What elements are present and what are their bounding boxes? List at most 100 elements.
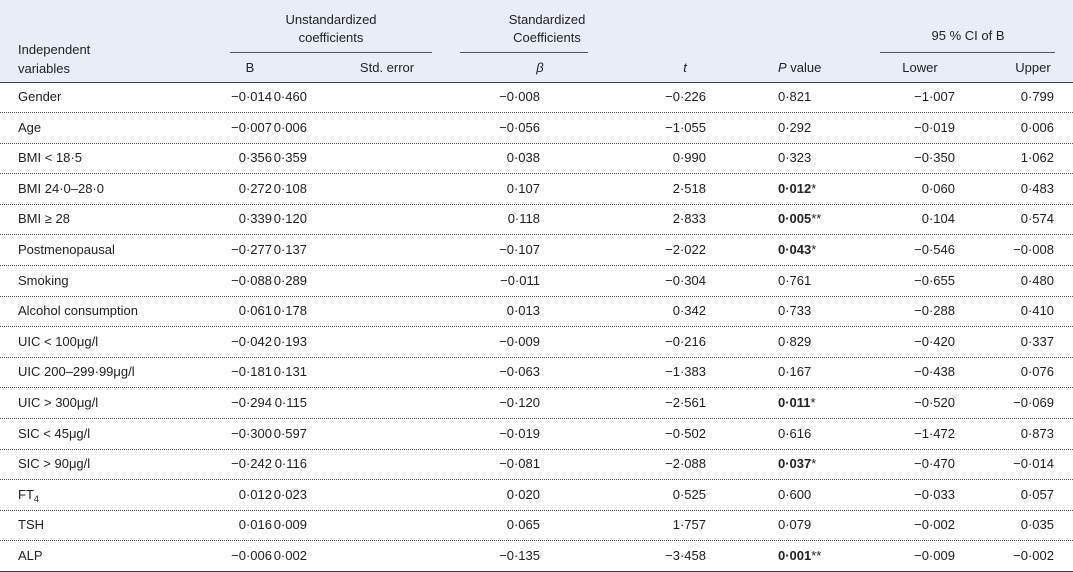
p-value: 0·761: [778, 272, 812, 288]
value-cell: 0·356: [238, 150, 272, 166]
header-rule: [460, 52, 588, 53]
variable-name: BMI < 18·5: [18, 150, 82, 166]
variable-name: TSH: [18, 517, 44, 533]
header-cell: 95 % CI of B: [931, 28, 1005, 43]
value-cell: 0·137: [273, 242, 307, 257]
variable-name: UIC 200–299·99μg/l: [18, 364, 135, 380]
ci-cell: 0·574: [1020, 211, 1054, 227]
ci-cell: 0·410: [1020, 303, 1054, 319]
value-cell: −3·458: [665, 548, 706, 563]
ci-cell: −0·033: [914, 486, 955, 502]
value-cell: 0·289: [273, 272, 307, 288]
table-row: FT4 0·012 0·023 0·020 0·525 0·600 −0·033 0·057: [0, 480, 1073, 511]
value-cell: 0·023: [273, 486, 307, 502]
p-value: 0·167: [778, 364, 812, 380]
ci-cell: 1·062: [1020, 150, 1054, 166]
value-cell: 0·193: [273, 333, 307, 349]
ci-cell: 0·076: [1020, 364, 1054, 380]
ci-cell: −0·520: [914, 395, 955, 410]
p-value-cell: 0·011*: [778, 395, 816, 411]
value-cell: −0·181: [231, 364, 272, 380]
significance: **: [811, 548, 822, 563]
p-value: 0·001: [778, 548, 812, 563]
p-value-cell: 0·323: [778, 150, 811, 166]
ci-cell: −0·014: [1013, 456, 1054, 472]
value-cell: 0·272: [238, 180, 272, 196]
variable-cell: TSH: [18, 517, 44, 533]
table-row: UIC < 100μg/l −0·042 0·193 −0·009 −0·216 0·82…: [0, 327, 1073, 358]
value-cell: −0·277: [231, 242, 272, 257]
value-cell: 0·006: [273, 119, 307, 135]
value-cell: −0·300: [231, 425, 272, 441]
value-cell: −0·135: [499, 548, 540, 563]
p-value-cell: 0·600: [778, 487, 811, 503]
value-cell: 2·518: [672, 180, 706, 196]
value-cell: 0·038: [506, 150, 540, 166]
value-cell: 0·525: [672, 486, 706, 502]
header-cell: B: [245, 60, 255, 75]
header-text: value: [790, 60, 822, 75]
value-cell: −0·007: [231, 119, 272, 135]
value-cell: 0·460: [273, 89, 307, 104]
value-cell: −0·088: [231, 272, 272, 288]
ci-cell: −0·002: [1013, 548, 1054, 563]
table-row: Age −0·007 0·006 −0·056 −1·055 0·292 −0·019 0·0…: [0, 113, 1073, 144]
value-cell: −0·216: [665, 333, 706, 349]
variable-cell: SIC < 45μg/l: [18, 426, 90, 442]
ci-cell: −0·069: [1013, 395, 1054, 410]
ci-cell: 0·060: [921, 180, 955, 196]
p-value-cell: 0·733: [778, 303, 811, 319]
ci-cell: −0·470: [914, 456, 955, 472]
header-cell: Upper: [1015, 60, 1051, 75]
header-cell: P value: [778, 60, 821, 76]
ci-cell: 0·480: [1020, 272, 1054, 288]
ci-cell: 0·057: [1020, 486, 1054, 502]
value-cell: −0·063: [499, 364, 540, 380]
variable-name: Postmenopausal: [18, 242, 115, 257]
header-rule: [230, 52, 432, 53]
significance: **: [811, 211, 822, 227]
header-cell: Std. error: [359, 60, 415, 75]
p-value: 0·011: [778, 395, 811, 410]
significance: *: [811, 242, 817, 257]
variable-cell: FT4: [18, 487, 39, 507]
value-cell: 0·061: [238, 303, 272, 319]
ci-cell: −0·546: [914, 242, 955, 257]
variable-cell: BMI < 18·5: [18, 150, 82, 166]
variable-cell: Gender: [18, 89, 61, 105]
value-cell: 2·833: [672, 211, 706, 227]
value-cell: −0·304: [665, 272, 706, 288]
value-cell: 0·012: [238, 486, 272, 502]
variable-cell: BMI ≥ 28: [18, 211, 70, 227]
p-value-cell: 0·292: [778, 120, 811, 136]
value-cell: −0·019: [499, 425, 540, 441]
header-cell: Lower: [902, 60, 938, 75]
value-cell: −0·107: [499, 242, 540, 257]
p-value: 0·079: [778, 517, 812, 533]
table-header: Independent variables Unstandardized coe…: [0, 0, 1073, 83]
p-value-cell: 0·012*: [778, 181, 816, 197]
ci-cell: −0·655: [914, 272, 955, 288]
variable-cell: BMI 24·0–28·0: [18, 181, 104, 197]
value-cell: 0·120: [273, 211, 307, 227]
variable-cell: ALP: [18, 548, 43, 564]
value-cell: −0·009: [499, 333, 540, 349]
variable-cell: UIC > 300μg/l: [18, 395, 98, 411]
table-row: Alcohol consumption 0·061 0·178 0·013 0·342 0…: [0, 296, 1073, 328]
variable-name: Gender: [18, 89, 62, 104]
variable-name: UIC < 100μg/l: [18, 333, 99, 349]
table-row: BMI 24·0–28·0 0·272 0·108 0·107 2·518 0·012* 0…: [0, 174, 1073, 205]
p-value-cell: 0·761: [778, 273, 811, 289]
value-cell: −2·022: [665, 242, 706, 257]
value-cell: 0·009: [273, 517, 307, 533]
ci-cell: 0·799: [1020, 89, 1054, 104]
ci-cell: −0·002: [914, 517, 955, 533]
header-rule: [880, 52, 1055, 53]
value-cell: 0·359: [273, 150, 307, 166]
p-value-cell: 0·616: [778, 426, 811, 442]
significance: *: [811, 180, 817, 196]
value-cell: 0·020: [506, 486, 540, 502]
value-cell: 0·065: [506, 517, 540, 533]
p-value: 0·616: [778, 425, 812, 441]
